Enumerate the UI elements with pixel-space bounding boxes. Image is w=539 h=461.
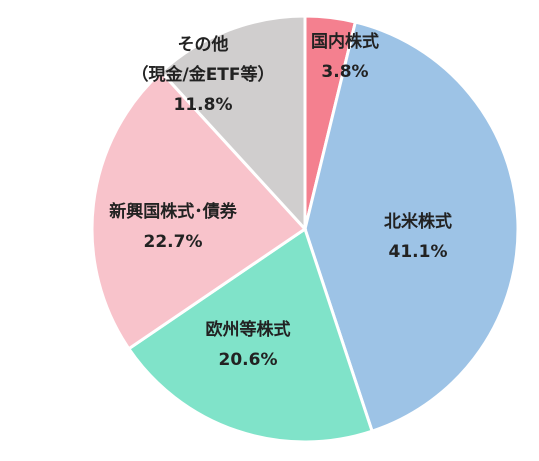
slice-label-line: 欧州等株式 [206,319,291,340]
slice-label-line: 国内株式 [311,31,379,52]
value-label: 22.7% [144,232,203,252]
value-label: 11.8% [174,95,233,115]
slice-label: 北米株式 [384,211,452,232]
slice-label: 国内株式 [311,31,379,52]
slice-label: 欧州等株式 [206,319,291,340]
slice-label: その他 （現金/金ETF等） [131,34,274,85]
value-label: 20.6% [219,350,278,370]
pie-slice [303,20,520,434]
slice-label-line: 新興国株式･債券 [109,201,237,222]
slice-label-line: 北米株式 [384,211,452,232]
pie-slice [90,69,308,351]
value-label: 41.1% [389,242,448,262]
pie-slice [159,14,307,233]
slice-label: 新興国株式･債券 [109,201,237,222]
slice-label-line: その他 [178,34,229,55]
slice-label-line: （現金/金ETF等） [131,64,274,85]
pie-slice [126,226,374,444]
value-label: 3.8% [321,62,368,82]
